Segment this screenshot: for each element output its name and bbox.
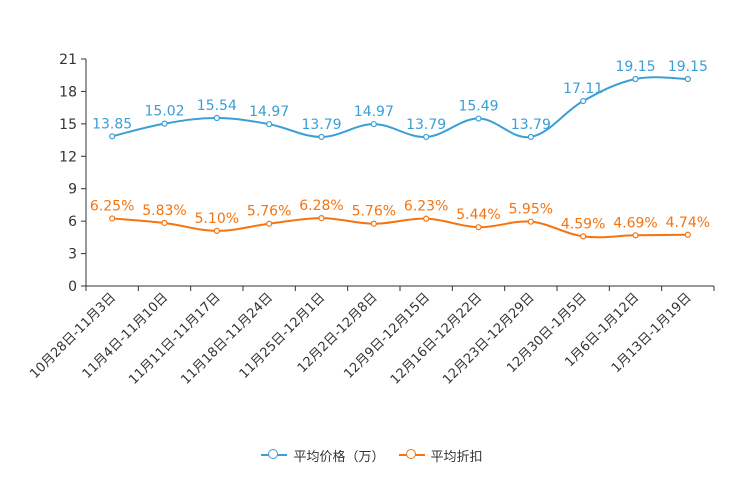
- y-tick-label: 0: [68, 279, 77, 295]
- data-label: 19.15: [615, 59, 655, 75]
- data-label: 15.54: [197, 98, 237, 114]
- legend-line-marker-icon: [261, 448, 288, 462]
- data-label: 4.74%: [666, 215, 710, 231]
- data-label: 4.69%: [613, 215, 657, 231]
- data-point[interactable]: [370, 220, 377, 227]
- y-tick-label: 9: [68, 182, 77, 198]
- data-point[interactable]: [684, 231, 691, 238]
- data-point[interactable]: [423, 133, 430, 141]
- data-point[interactable]: [109, 133, 116, 140]
- data-point[interactable]: [527, 133, 534, 141]
- data-label: 13.79: [301, 117, 341, 133]
- data-label: 19.15: [668, 59, 708, 75]
- data-point[interactable]: [109, 215, 116, 222]
- data-point[interactable]: [318, 215, 325, 222]
- data-point[interactable]: [580, 97, 587, 105]
- x-tick-label: 11月11日-11月17日: [126, 290, 223, 387]
- data-point[interactable]: [475, 115, 482, 122]
- data-point[interactable]: [161, 219, 168, 227]
- data-point[interactable]: [423, 215, 430, 222]
- data-point[interactable]: [370, 121, 377, 128]
- series-line-1: [112, 217, 688, 239]
- data-label: 17.11: [563, 81, 603, 97]
- y-tick-label: 21: [59, 52, 77, 68]
- legend-line-marker-icon: [398, 448, 425, 462]
- data-point[interactable]: [213, 114, 220, 122]
- legend: 平均价格（万） 平均折扣: [0, 444, 744, 466]
- data-point[interactable]: [318, 133, 325, 141]
- y-tick-label: 12: [59, 149, 77, 165]
- data-label: 5.76%: [352, 204, 396, 220]
- data-label: 4.59%: [561, 216, 605, 232]
- data-point[interactable]: [266, 121, 273, 128]
- data-label: 5.44%: [456, 207, 500, 223]
- x-tick-label: 12月16日-12月22日: [388, 290, 485, 387]
- data-label: 5.95%: [509, 202, 553, 218]
- data-label: 6.23%: [404, 199, 448, 215]
- data-label: 15.02: [144, 104, 184, 120]
- series-line-0: [111, 76, 688, 139]
- data-point[interactable]: [475, 224, 482, 231]
- data-label: 6.25%: [90, 198, 134, 214]
- data-point[interactable]: [266, 220, 273, 227]
- data-label: 15.49: [458, 99, 498, 115]
- data-label: 14.97: [249, 104, 289, 120]
- data-point[interactable]: [161, 120, 168, 127]
- data-label: 6.28%: [299, 198, 343, 214]
- data-label: 14.97: [354, 104, 394, 120]
- legend-label-price: 平均价格（万）: [293, 449, 385, 465]
- x-tick-label: 10月28日-11月3日: [27, 290, 119, 382]
- data-label: 5.76%: [247, 204, 291, 220]
- data-label: 5.10%: [195, 211, 239, 227]
- data-label: 13.85: [92, 116, 132, 132]
- legend-item-price[interactable]: 平均价格（万）: [261, 446, 385, 465]
- y-tick-label: 15: [59, 117, 77, 133]
- data-label: 13.79: [406, 117, 446, 133]
- y-tick-label: 6: [68, 214, 77, 230]
- data-point[interactable]: [632, 75, 639, 83]
- data-point[interactable]: [580, 233, 587, 240]
- data-label: 5.83%: [142, 203, 186, 219]
- x-tick-label: 11月18日-11月24日: [179, 290, 276, 387]
- y-tick-label: 3: [68, 247, 77, 263]
- y-tick-label: 18: [59, 84, 77, 100]
- data-point[interactable]: [213, 227, 220, 234]
- data-label: 13.79: [511, 117, 551, 133]
- legend-label-discount: 平均折扣: [430, 449, 483, 465]
- data-point[interactable]: [527, 218, 534, 225]
- data-point[interactable]: [684, 75, 691, 83]
- legend-item-discount[interactable]: 平均折扣: [398, 446, 483, 465]
- data-point[interactable]: [632, 232, 639, 239]
- x-tick-label: 12月23日-12月29日: [440, 290, 537, 387]
